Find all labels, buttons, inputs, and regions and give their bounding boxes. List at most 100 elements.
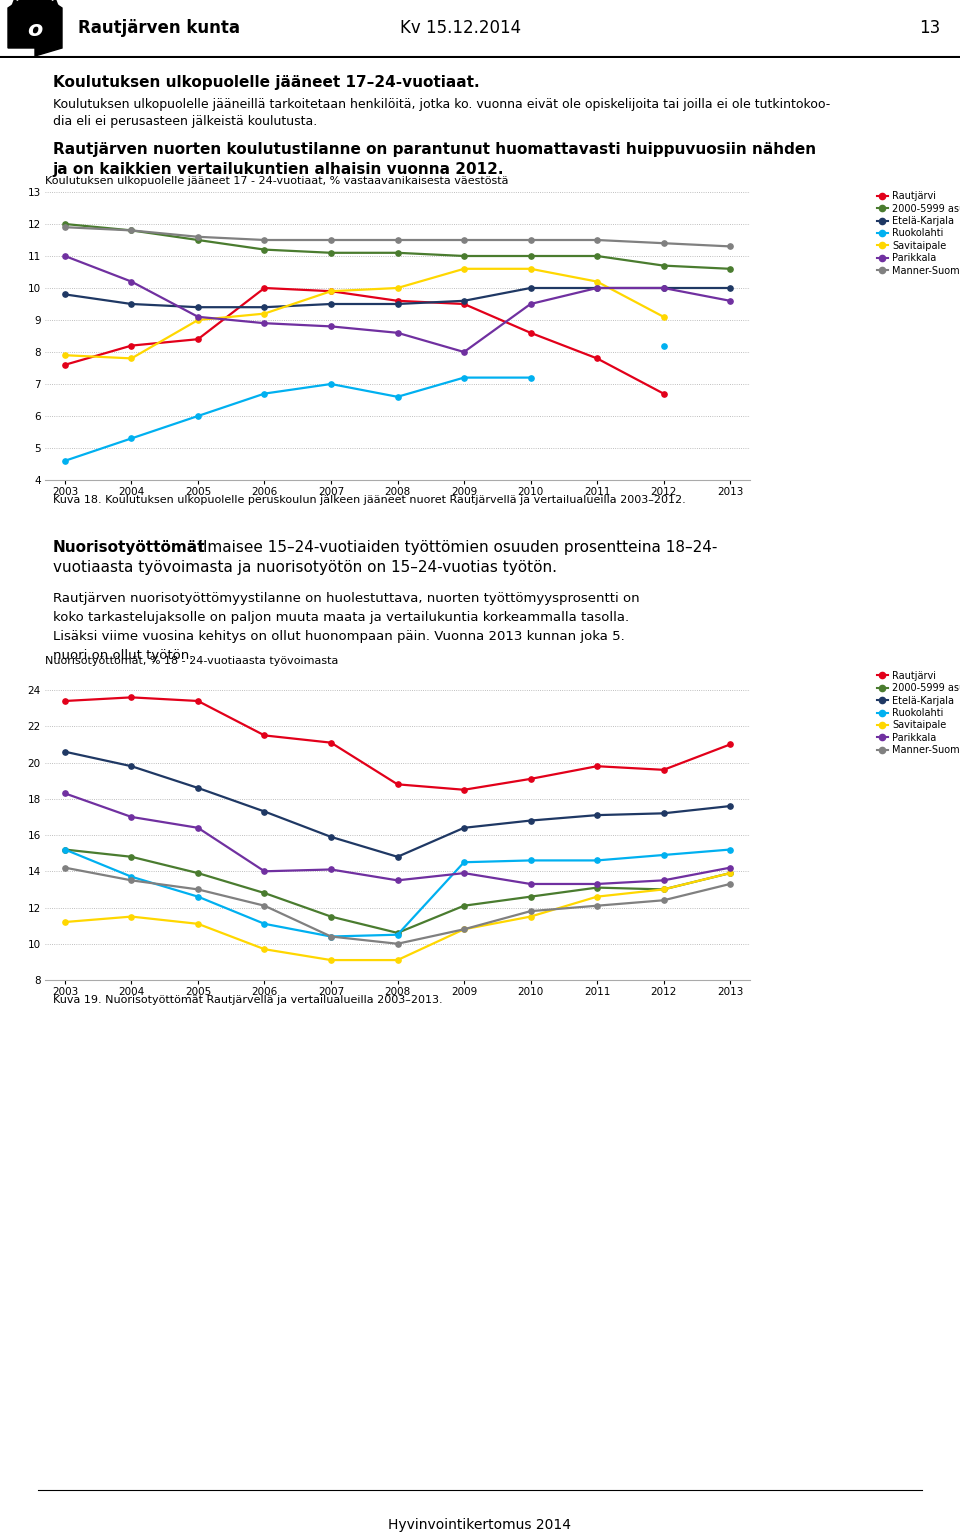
Manner-Suomi [724, 237, 735, 255]
Line: Parikkala: Parikkala [62, 791, 732, 886]
Savitaipale [192, 311, 204, 329]
Parikkala [126, 807, 137, 826]
Manner-Suomi [658, 891, 669, 909]
2000-5999 asukasta [325, 907, 337, 926]
Savitaipale [724, 864, 735, 883]
Savitaipale [126, 349, 137, 368]
Ruokolahti [525, 851, 537, 869]
Text: vuotiaasta työvoimasta ja nuorisotyötön on 15–24-vuotias työtön.: vuotiaasta työvoimasta ja nuorisotyötön … [53, 560, 557, 575]
Parikkala [392, 871, 403, 889]
Polygon shape [8, 0, 62, 55]
Ruokolahti [525, 369, 537, 388]
Line: 2000-5999 asukasta: 2000-5999 asukasta [62, 847, 732, 935]
Savitaipale [525, 907, 537, 926]
Etelä-Karjala [60, 743, 71, 761]
Text: Rautjärven kunta: Rautjärven kunta [78, 18, 240, 37]
Etelä-Karjala [325, 295, 337, 314]
Etelä-Karjala [60, 285, 71, 303]
Etelä-Karjala [325, 827, 337, 846]
Ruokolahti [325, 927, 337, 946]
Parikkala [724, 292, 735, 311]
2000-5999 asukasta [192, 231, 204, 249]
2000-5999 asukasta [724, 260, 735, 278]
Text: Nuorisotyöttömät, % 18 - 24-vuotiaasta työvoimasta: Nuorisotyöttömät, % 18 - 24-vuotiaasta t… [45, 655, 338, 666]
Text: koko tarkastelujaksolle on paljon muuta maata ja vertailukuntia korkeammalla tas: koko tarkastelujaksolle on paljon muuta … [53, 611, 629, 624]
Rautjärvi [525, 323, 537, 341]
Manner-Suomi [525, 901, 537, 920]
Ruokolahti [325, 375, 337, 394]
Line: Rautjärvi: Rautjärvi [62, 695, 732, 792]
Ruokolahti [60, 452, 71, 471]
Manner-Suomi [392, 935, 403, 954]
Line: Ruokolahti: Ruokolahti [62, 847, 732, 940]
Ruokolahti [458, 854, 469, 872]
Ruokolahti [192, 406, 204, 424]
Parikkala [325, 860, 337, 878]
Parikkala [60, 784, 71, 803]
Etelä-Karjala [392, 295, 403, 314]
Manner-Suomi [591, 897, 603, 915]
Manner-Suomi [126, 221, 137, 240]
Manner-Suomi [325, 231, 337, 249]
Line: Etelä-Karjala: Etelä-Karjala [62, 286, 732, 309]
Etelä-Karjala [591, 806, 603, 824]
Parikkala [392, 323, 403, 341]
Rautjärvi [259, 726, 271, 744]
Etelä-Karjala [259, 298, 271, 317]
Savitaipale [458, 920, 469, 938]
Savitaipale [392, 278, 403, 297]
Rautjärvi [392, 292, 403, 311]
Line: Ruokolahti: Ruokolahti [62, 375, 533, 463]
Line: Manner-Suomi: Manner-Suomi [62, 225, 732, 249]
2000-5999 asukasta [392, 924, 403, 943]
Ruokolahti [392, 926, 403, 944]
2000-5999 asukasta [60, 840, 71, 858]
Manner-Suomi [658, 234, 669, 252]
Rautjärvi [458, 295, 469, 314]
Parikkala [325, 317, 337, 335]
Rautjärvi [658, 761, 669, 780]
Etelä-Karjala [126, 295, 137, 314]
Etelä-Karjala [259, 803, 271, 821]
Parikkala [259, 314, 271, 332]
Savitaipale [325, 950, 337, 969]
Parikkala [458, 343, 469, 361]
Parikkala [724, 858, 735, 877]
2000-5999 asukasta [259, 884, 271, 903]
2000-5999 asukasta [658, 880, 669, 898]
Line: Savitaipale: Savitaipale [62, 871, 732, 963]
Savitaipale [392, 950, 403, 969]
Etelä-Karjala [392, 847, 403, 866]
Ruokolahti [392, 388, 403, 406]
Text: ilmaisee 15–24-vuotiaiden työttömien osuuden prosentteina 18–24-: ilmaisee 15–24-vuotiaiden työttömien osu… [194, 540, 717, 555]
Rautjärvi [60, 355, 71, 374]
2000-5999 asukasta [525, 887, 537, 906]
Savitaipale [60, 912, 71, 930]
2000-5999 asukasta [392, 243, 403, 261]
Etelä-Karjala [724, 278, 735, 297]
2000-5999 asukasta [259, 240, 271, 258]
Rautjärvi [458, 781, 469, 800]
Savitaipale [591, 272, 603, 291]
Text: Kuva 18. Koulutuksen ulkopuolelle peruskoulun jälkeen jääneet nuoret Rautjärvell: Kuva 18. Koulutuksen ulkopuolelle perusk… [53, 495, 685, 504]
Text: Rautjärven nuorten koulutustilanne on parantunut huomattavasti huippuvuosiin näh: Rautjärven nuorten koulutustilanne on pa… [53, 141, 816, 157]
Text: Kv 15.12.2014: Kv 15.12.2014 [400, 18, 521, 37]
Rautjärvi [591, 757, 603, 775]
Line: Rautjärvi: Rautjärvi [62, 286, 666, 397]
Manner-Suomi [458, 920, 469, 938]
Etelä-Karjala [724, 797, 735, 815]
Ruokolahti [259, 384, 271, 403]
Parikkala [126, 272, 137, 291]
Savitaipale [192, 915, 204, 934]
Savitaipale [591, 887, 603, 906]
Ruokolahti [259, 915, 271, 934]
Manner-Suomi [60, 858, 71, 877]
2000-5999 asukasta [591, 246, 603, 265]
Line: 2000-5999 asukasta: 2000-5999 asukasta [62, 221, 732, 271]
Line: Savitaipale: Savitaipale [62, 266, 666, 361]
Etelä-Karjala [192, 778, 204, 797]
Savitaipale [325, 281, 337, 300]
Etelä-Karjala [458, 818, 469, 837]
Ruokolahti [126, 429, 137, 448]
Etelä-Karjala [192, 298, 204, 317]
